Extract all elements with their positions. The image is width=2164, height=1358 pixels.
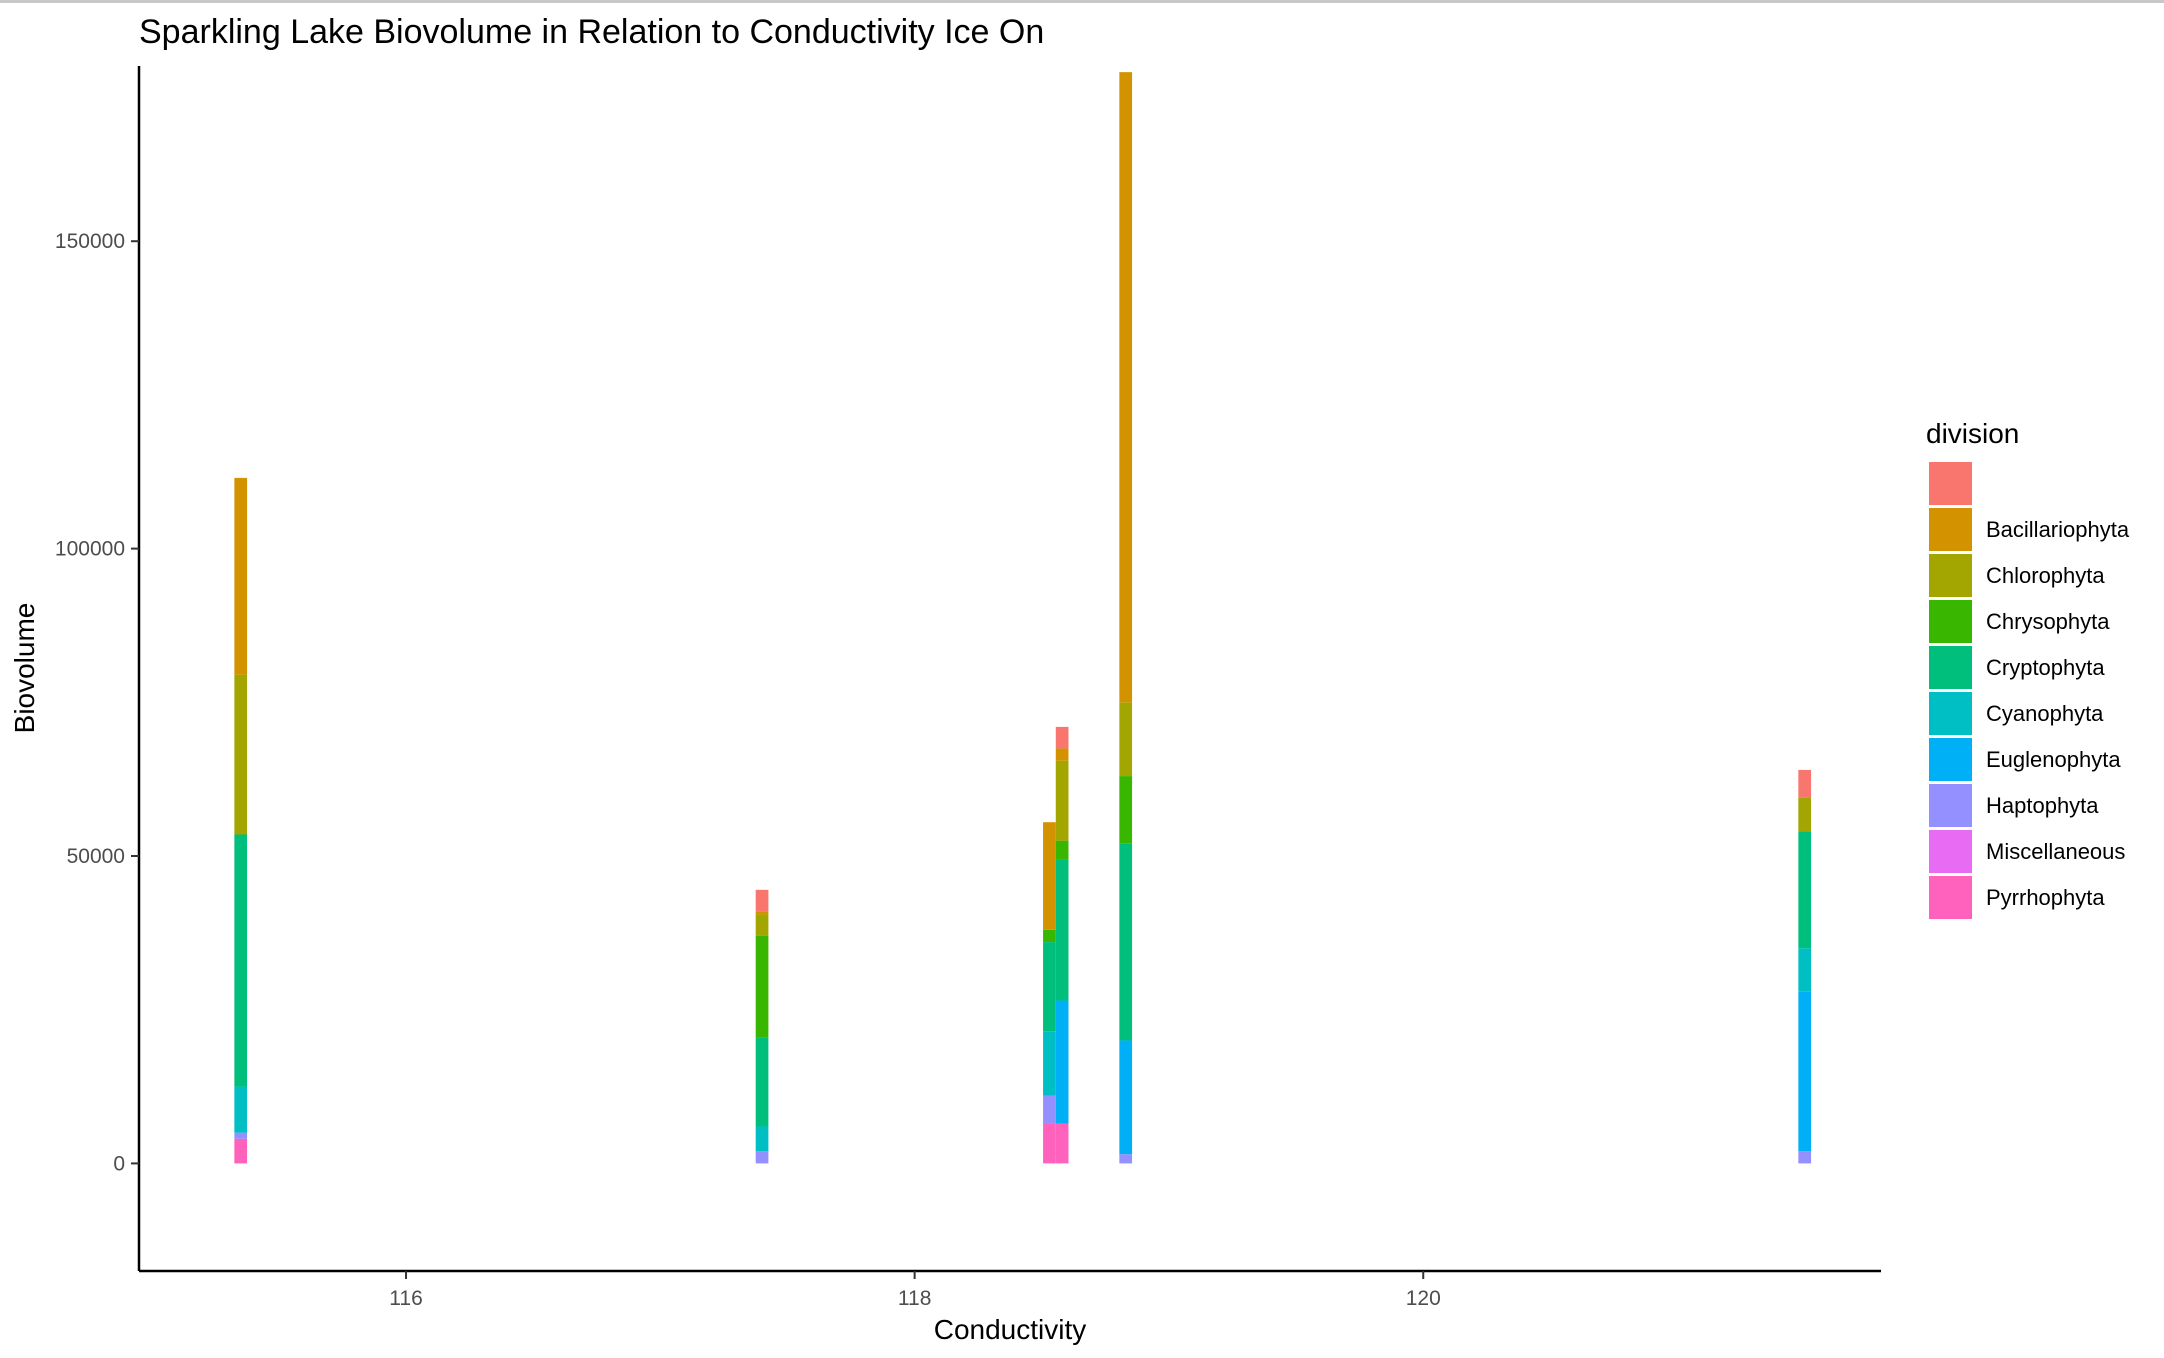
bar-5-segment-haptophyta [1798,1151,1811,1163]
bar-3-segment-euglenophyta [1056,1000,1069,1123]
legend: division Bacillariophyta Chlorophyta Chrys… [1926,418,2130,919]
bar-3-segment-chrysophyta [1056,841,1069,859]
legend-swatch-bacillariophyta [1929,508,1972,551]
y-tick-label: 50000 [67,845,125,868]
bar-4-segment-chlorophyta [1119,702,1132,776]
legend-swatch-cyanophyta [1929,692,1972,735]
bar-0-segment-cyanophyta [234,1087,247,1133]
legend-label-chrysophyta: Chrysophyta [1986,609,2110,634]
x-tick-label: 120 [1406,1287,1441,1310]
bar-1-segment-unnamed [756,890,769,912]
bar-2-segment-chrysophyta [1043,930,1056,942]
legend-label-euglenophyta: Euglenophyta [1986,747,2121,772]
legend-label-cyanophyta: Cyanophyta [1986,701,2104,726]
legend-label-cryptophyta: Cryptophyta [1986,655,2105,680]
legend-label-miscellaneous: Miscellaneous [1986,839,2125,864]
bar-1-segment-haptophyta [756,1151,769,1163]
y-axis-title: Biovolume [9,603,40,734]
bar-3-segment-pyrrhophyta [1056,1123,1069,1163]
bar-2-segment-cyanophyta [1043,1031,1056,1096]
x-tick-label: 116 [389,1287,422,1310]
legend-swatch-chlorophyta [1929,554,1972,597]
bar-1-segment-cryptophyta [756,1037,769,1126]
legend-label-bacillariophyta: Bacillariophyta [1986,517,2130,542]
bar-0-segment-cryptophyta [234,834,247,1086]
bar-5-segment-unnamed [1798,770,1811,798]
legend-label-pyrrhophyta: Pyrrhophyta [1986,885,2105,910]
bar-4-segment-bacillariophyta [1119,72,1132,702]
bar-2-segment-haptophyta [1043,1096,1056,1124]
bar-5-segment-chlorophyta [1798,798,1811,832]
legend-swatch-miscellaneous [1929,830,1972,873]
bar-5-segment-cryptophyta [1798,831,1811,948]
x-axis-title: Conductivity [934,1314,1087,1345]
legend-label-haptophyta: Haptophyta [1986,793,2099,818]
legend-swatch-haptophyta [1929,784,1972,827]
bar-5-segment-cyanophyta [1798,948,1811,991]
legend-swatch-pyrrhophyta [1929,876,1972,919]
bar-1-segment-cyanophyta [756,1127,769,1152]
bar-4-segment-chrysophyta [1119,776,1132,844]
bar-0-segment-haptophyta [234,1133,247,1139]
bar-1-segment-chrysophyta [756,936,769,1037]
legend-swatch-euglenophyta [1929,738,1972,781]
bar-layer [234,72,1811,1163]
bar-1-segment-bacillariophyta [756,911,769,914]
legend-swatch-cryptophyta [1929,646,1972,689]
chart-title: Sparkling Lake Biovolume in Relation to … [139,13,1044,51]
bar-2-segment-bacillariophyta [1043,822,1056,930]
bar-0-segment-chlorophyta [234,675,247,835]
x-ticks: 116 118 120 [389,1271,1440,1310]
y-tick-label: 100000 [55,538,125,561]
bar-0-segment-pyrrhophyta [234,1139,247,1164]
x-tick-label: 118 [898,1287,931,1310]
bar-3-segment-unnamed [1056,727,1069,749]
axes [139,66,1881,1271]
bar-4-segment-haptophyta [1119,1154,1132,1163]
bar-3-segment-chlorophyta [1056,761,1069,841]
y-ticks: 0 50000 100000 150000 [55,230,139,1175]
bar-3-segment-cryptophyta [1056,859,1069,1000]
bar-5-segment-euglenophyta [1798,991,1811,1151]
bar-4-segment-euglenophyta [1119,1040,1132,1154]
legend-label-chlorophyta: Chlorophyta [1986,563,2105,588]
bar-4-segment-cryptophyta [1119,844,1132,1041]
legend-title: division [1926,418,2019,449]
bar-2-segment-pyrrhophyta [1043,1123,1056,1163]
y-tick-label: 0 [113,1152,125,1175]
bar-3-segment-bacillariophyta [1056,748,1069,760]
legend-swatch-chrysophyta [1929,600,1972,643]
bar-0-segment-bacillariophyta [234,478,247,675]
bar-1-segment-chlorophyta [756,914,769,936]
legend-swatch-unnamed [1929,462,1972,505]
y-tick-label: 150000 [55,230,125,253]
bar-2-segment-cryptophyta [1043,942,1056,1031]
